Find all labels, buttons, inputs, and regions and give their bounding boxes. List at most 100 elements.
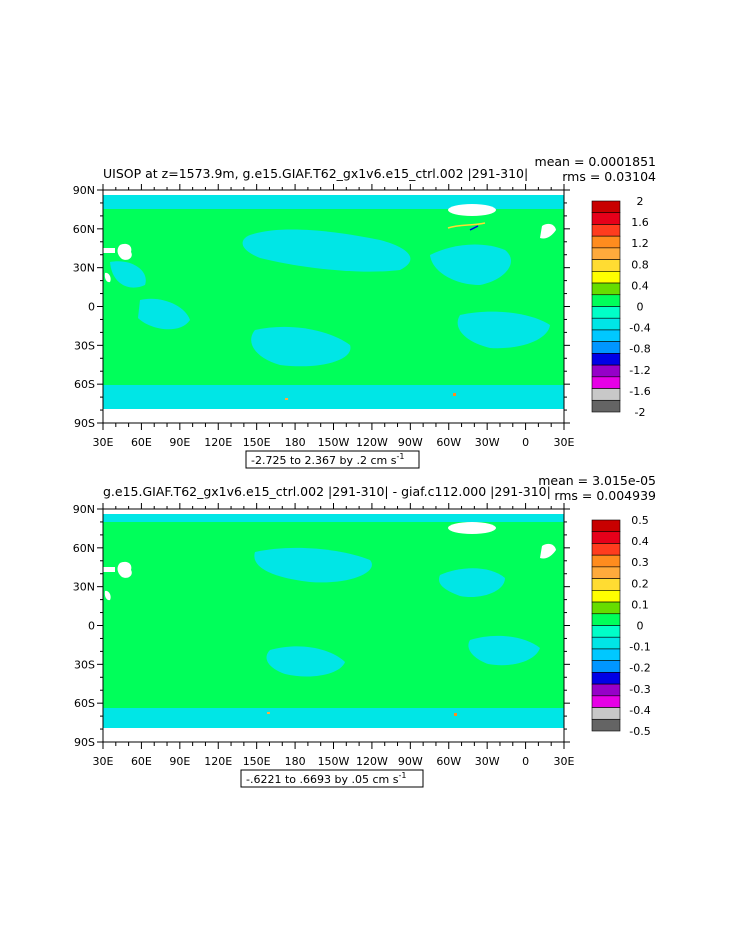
colorbar-label: -0.4 [629, 704, 650, 717]
panel-2-title: g.e15.GIAF.T62_gx1v6.e15_ctrl.002 |291-3… [103, 484, 551, 499]
x-tick-label: 120E [204, 755, 232, 768]
x-tick-label: 150E [243, 755, 271, 768]
panel-1-range-box-frame [245, 450, 420, 469]
panel-1-greenland-mask [448, 204, 496, 216]
panel-1-rms: rms = 0.03104 [562, 169, 656, 184]
panel-1-mean: mean = 0.0001851 [535, 154, 656, 169]
x-tick-label: 150W [318, 755, 350, 768]
x-tick-label: 60E [131, 755, 152, 768]
panel-2-range-label: -.6221 to .6693 by .05 cm s [246, 773, 399, 786]
x-tick-label: 90W [398, 436, 423, 449]
panel-2-coast-highlights [267, 712, 457, 716]
colorbar-swatch [591, 543, 621, 556]
x-tick-label: 180 [285, 755, 306, 768]
colorbar-label: 0.1 [631, 598, 649, 611]
panel-2-mask-east [540, 543, 556, 559]
colorbar-swatch [591, 353, 621, 366]
colorbar-swatch [591, 388, 621, 401]
y-tick-label: 30S [74, 339, 95, 352]
panel-2-ocean-field [103, 514, 564, 728]
y-tick-label: 90S [74, 417, 95, 430]
panel-2-mask-west [117, 561, 132, 578]
y-tick-label: 90S [74, 736, 95, 749]
x-tick-label: 90E [169, 755, 190, 768]
colorbar-label: 0.3 [631, 556, 649, 569]
colorbar-swatch [591, 306, 621, 319]
x-tick-label: 120W [356, 436, 388, 449]
x-tick-label: 30E [93, 436, 114, 449]
x-tick-label: 0 [522, 755, 529, 768]
colorbar-swatch [591, 200, 621, 214]
colorbar-label: 0.8 [631, 258, 649, 271]
panel-2-range-box: -.6221 to .6693 by .05 cm s-1 [240, 769, 424, 788]
x-tick-label: 60W [436, 436, 461, 449]
colorbar-label: 0 [637, 301, 644, 314]
colorbar-swatch [591, 566, 621, 579]
colorbar-swatch [591, 531, 621, 544]
panel-1-title: UISOP at z=1573.9m, g.e15.GIAF.T62_gx1v6… [103, 166, 528, 181]
y-tick-label: 0 [88, 620, 95, 633]
x-tick-label: 30W [475, 436, 500, 449]
colorbar-swatch [591, 660, 621, 673]
colorbar-swatch [591, 341, 621, 354]
y-tick-label: 0 [88, 301, 95, 314]
x-tick-label: 150W [318, 436, 350, 449]
colorbar-label: 2 [637, 195, 644, 208]
x-tick-label: 60W [436, 755, 461, 768]
panel-2-range-text: -.6221 to .6693 by .05 cm s-1 [246, 771, 406, 786]
panel-2-map [103, 509, 564, 742]
panel-2-range-box-frame [240, 769, 424, 788]
colorbar-label: -1.6 [629, 385, 650, 398]
colorbar-label: -0.3 [629, 683, 650, 696]
colorbar-swatch [591, 707, 621, 720]
y-tick-label: 90N [73, 184, 95, 197]
panel-1-axes: 90N 60N 30N 0 30S 60S 90S 30E 60E 90E 120E 150E 180 1… [73, 184, 575, 449]
panel-1-negative-field [103, 195, 564, 409]
colorbar-swatch [591, 271, 621, 284]
colorbar-swatch [591, 578, 621, 591]
panel-1-map [103, 190, 564, 423]
y-tick-label: 30S [74, 658, 95, 671]
x-tick-label: 180 [285, 436, 306, 449]
x-tick-label: 30E [554, 436, 575, 449]
panel-2-colorbar: 0.5 0.4 0.3 0.2 0.1 0 -0.1 -0.2 -0.3 -0.4 -0.5 [591, 514, 651, 738]
colorbar-swatch [591, 590, 621, 603]
panel-1-colorbar: 2 1.6 1.2 0.8 0.4 0 -0.4 -0.8 -1.2 -1.6 -2 [591, 195, 651, 419]
colorbar-swatch [591, 376, 621, 389]
y-tick-label: 30N [73, 581, 95, 594]
panel-2-range-exponent: -1 [398, 771, 406, 780]
x-tick-label: 90E [169, 436, 190, 449]
panel-1-mask-west [117, 243, 132, 260]
colorbar-label: -2 [635, 406, 646, 419]
panel-1-coast-highlights [285, 222, 486, 400]
panel-1-range-text: -2.725 to 2.367 by .2 cm s-1 [251, 452, 404, 467]
colorbar-swatch [591, 601, 621, 615]
y-tick-label: 60N [73, 542, 95, 555]
colorbar-swatch [591, 224, 621, 237]
panel-2-land-masks [103, 522, 556, 601]
x-tick-label: 30E [93, 755, 114, 768]
colorbar-label: 0.4 [631, 279, 649, 292]
panel-1-ocean-field [103, 195, 564, 409]
panel-1-range-box: -2.725 to 2.367 by .2 cm s-1 [245, 450, 420, 469]
colorbar-swatch [591, 329, 621, 342]
y-tick-label: 90N [73, 503, 95, 516]
panel-1-land-masks [103, 204, 556, 283]
x-tick-label: 150E [243, 436, 271, 449]
colorbar-swatch [591, 235, 621, 249]
x-tick-label: 90W [398, 755, 423, 768]
colorbar-swatch [591, 247, 621, 260]
colorbar-swatch [591, 519, 621, 533]
y-tick-label: 60N [73, 223, 95, 236]
y-tick-label: 30N [73, 262, 95, 275]
colorbar-swatch [591, 625, 621, 638]
colorbar-label: 0.4 [631, 535, 649, 548]
colorbar-swatch [591, 212, 621, 225]
panel-1-mask-east [540, 223, 556, 239]
panel-1-range-label: -2.725 to 2.367 by .2 cm s [251, 454, 397, 467]
x-tick-label: 120W [356, 755, 388, 768]
colorbar-label: 0.2 [631, 577, 649, 590]
colorbar-swatch [591, 683, 621, 697]
colorbar-swatch [591, 648, 621, 661]
